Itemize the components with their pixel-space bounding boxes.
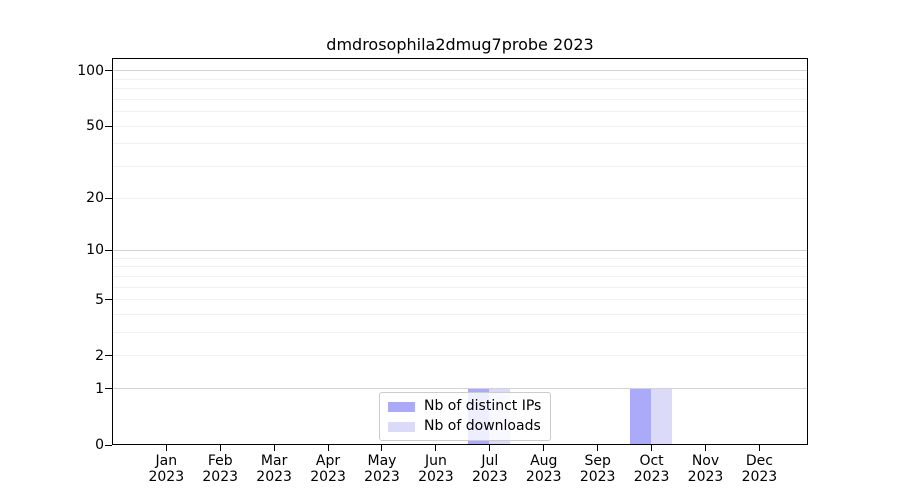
- x-tick-year: 2023: [418, 469, 454, 485]
- x-tick-year: 2023: [633, 469, 670, 485]
- x-tick-month: Jan: [155, 453, 178, 469]
- axes-spines: [112, 58, 808, 445]
- legend-label-distinct-ips: Nb of distinct IPs: [424, 398, 542, 414]
- x-tick-month: May: [367, 453, 397, 469]
- x-tick-mark: [165, 445, 167, 451]
- x-tick-month: Aug: [530, 453, 558, 469]
- x-tick-label: Nov 2023: [674, 453, 738, 485]
- x-tick-mark: [273, 445, 275, 451]
- gridline-minor: [113, 355, 807, 357]
- x-tick-label: Jun 2023: [404, 453, 468, 485]
- bar-downloads-oct: [651, 388, 673, 445]
- y-tick-label: 20: [86, 190, 104, 206]
- x-tick-label: Oct 2023: [620, 453, 684, 485]
- chart-title: dmdrosophila2dmug7probe 2023: [326, 35, 594, 54]
- legend-swatch-downloads-icon: [388, 421, 415, 432]
- y-tick-mark: [105, 388, 112, 390]
- gridline-minor: [113, 313, 807, 315]
- bar-distinct-ips-oct: [630, 388, 652, 445]
- gridline-minor: [113, 78, 807, 80]
- y-tick-mark: [105, 197, 112, 199]
- x-tick-mark: [435, 445, 437, 451]
- gridline-minor: [113, 125, 807, 127]
- x-tick-year: 2023: [364, 469, 400, 485]
- x-tick-label: May 2023: [350, 453, 414, 485]
- x-tick-month: Jun: [424, 453, 447, 469]
- gridline-major: [113, 388, 807, 390]
- x-tick-month: Mar: [260, 453, 288, 469]
- x-tick-year: 2023: [148, 469, 185, 485]
- gridline-minor: [113, 165, 807, 167]
- y-tick-mark: [105, 249, 112, 251]
- x-tick-year: 2023: [741, 469, 778, 485]
- x-tick-year: 2023: [471, 469, 508, 485]
- legend-item-distinct-ips: Nb of distinct IPs: [388, 398, 541, 415]
- y-tick-mark: [105, 299, 112, 301]
- gridline-minor: [113, 87, 807, 89]
- gridline-minor: [113, 98, 807, 100]
- x-tick-month: Nov: [691, 453, 720, 469]
- y-tick-mark: [105, 125, 112, 127]
- x-tick-label: Dec 2023: [727, 453, 791, 485]
- x-tick-year: 2023: [579, 469, 616, 485]
- x-tick-year: 2023: [310, 469, 346, 485]
- y-tick-label: 100: [77, 62, 104, 79]
- y-tick-label: 10: [86, 242, 104, 259]
- x-tick-month: Feb: [207, 453, 233, 469]
- legend-label-downloads: Nb of downloads: [424, 418, 541, 434]
- y-tick-label: 5: [95, 291, 104, 308]
- legend-swatch-distinct-ips-icon: [388, 401, 415, 412]
- y-tick-mark: [105, 70, 112, 72]
- gridline-minor: [113, 197, 807, 199]
- x-tick-mark: [543, 445, 545, 451]
- x-tick-month: Sep: [584, 453, 611, 469]
- gridline-minor: [113, 111, 807, 112]
- gridline-major: [113, 70, 807, 72]
- x-tick-mark: [381, 445, 383, 451]
- x-tick-month: Jul: [481, 453, 499, 469]
- x-tick-mark: [651, 445, 653, 451]
- gridline-major: [113, 249, 807, 251]
- gridline-minor: [113, 275, 807, 277]
- x-tick-month: Dec: [745, 453, 773, 469]
- gridline-minor: [113, 286, 807, 288]
- y-tick-mark: [105, 444, 112, 446]
- x-tick-year: 2023: [256, 469, 292, 485]
- legend: Nb of distinct IPs Nb of downloads: [379, 392, 552, 441]
- x-tick-mark: [758, 445, 760, 451]
- y-tick-mark: [105, 355, 112, 357]
- x-tick-mark: [705, 445, 706, 451]
- x-tick-mark: [327, 445, 329, 451]
- x-tick-mark: [489, 445, 491, 451]
- y-tick-label: 1: [95, 380, 104, 397]
- x-tick-month: Oct: [639, 453, 664, 469]
- x-tick-year: 2023: [202, 469, 239, 485]
- gridline-minor: [113, 257, 807, 259]
- x-tick-label: Apr 2023: [296, 453, 360, 485]
- x-tick-label: Jul 2023: [458, 453, 522, 485]
- y-tick-label: 0: [95, 437, 104, 453]
- x-tick-label: Jan 2023: [134, 453, 198, 485]
- x-tick-month: Apr: [315, 453, 341, 469]
- y-tick-label: 50: [86, 118, 104, 135]
- x-tick-mark: [219, 445, 221, 451]
- x-tick-label: Aug 2023: [512, 453, 576, 485]
- gridline-minor: [113, 299, 807, 301]
- x-tick-label: Feb 2023: [188, 453, 252, 485]
- gridline-minor: [113, 266, 807, 268]
- x-tick-year: 2023: [525, 469, 562, 485]
- legend-item-downloads: Nb of downloads: [388, 418, 541, 435]
- y-tick-label: 2: [95, 347, 104, 364]
- gridline-minor: [113, 332, 807, 334]
- x-tick-year: 2023: [687, 469, 724, 485]
- x-tick-label: Sep 2023: [566, 453, 630, 485]
- x-tick-mark: [597, 445, 599, 451]
- gridline-minor: [113, 143, 807, 145]
- x-tick-label: Mar 2023: [242, 453, 306, 485]
